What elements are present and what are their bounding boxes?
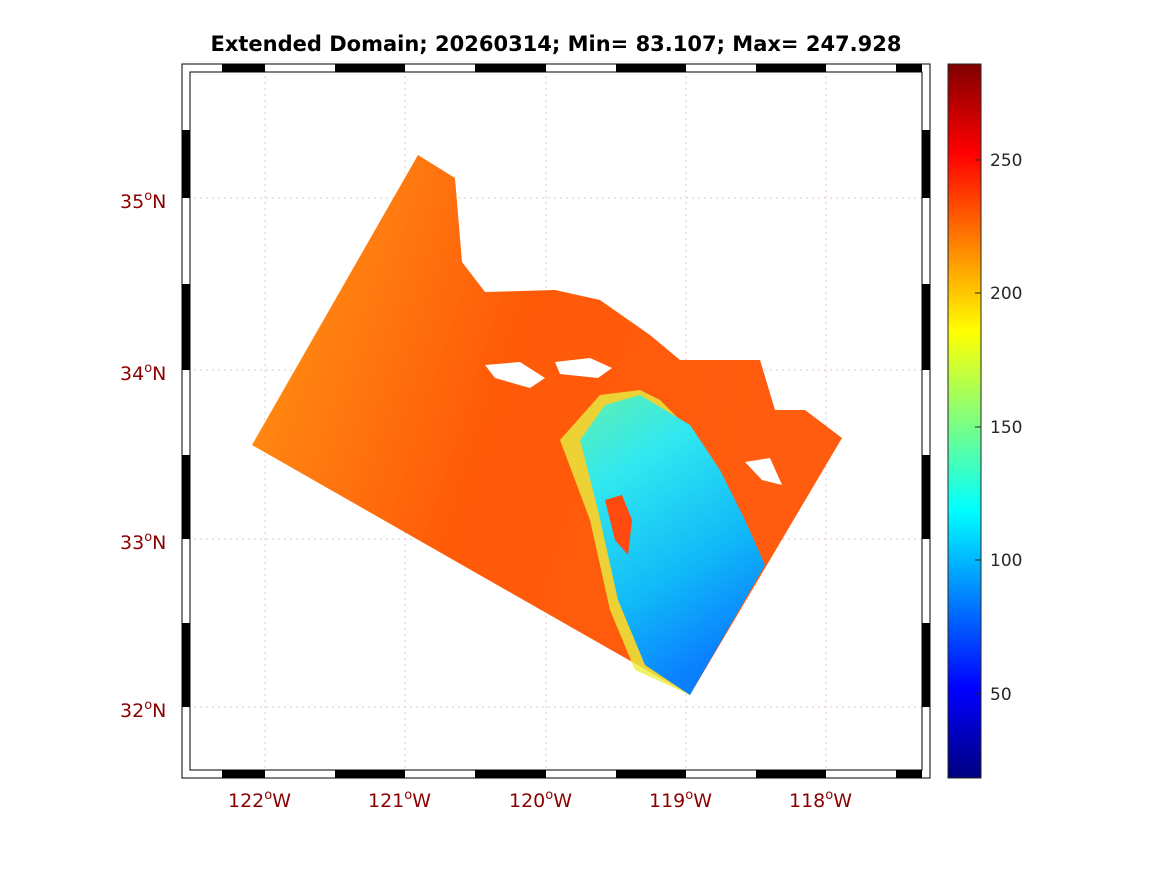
colorbar: 50 100 150 200 250 bbox=[947, 63, 1022, 779]
lat-label: 33oN bbox=[120, 530, 166, 554]
colorbar-tick-label: 200 bbox=[990, 284, 1022, 304]
lon-label: 121oW bbox=[368, 788, 431, 812]
colorbar-tick-label: 250 bbox=[990, 151, 1022, 171]
lat-labels: 35oN 34oN 33oN 32oN bbox=[120, 189, 166, 722]
island-hole bbox=[745, 458, 782, 485]
lon-label: 120oW bbox=[509, 788, 572, 812]
plot-title: Extended Domain; 20260314; Min= 83.107; … bbox=[210, 32, 902, 56]
lon-label: 119oW bbox=[649, 788, 712, 812]
colorbar-tick-label: 150 bbox=[990, 418, 1022, 438]
lat-label: 34oN bbox=[120, 361, 166, 385]
lon-label: 118oW bbox=[789, 788, 852, 812]
swath-cool-region bbox=[580, 395, 765, 695]
data-swath bbox=[252, 155, 842, 695]
swath-warm-eddy bbox=[605, 495, 632, 555]
map-frame bbox=[181, 63, 931, 779]
colorbar-tick-label: 50 bbox=[990, 685, 1012, 705]
lat-label: 35oN bbox=[120, 189, 166, 213]
lat-label: 32oN bbox=[120, 698, 166, 722]
lon-label: 122oW bbox=[228, 788, 291, 812]
lon-labels: 122oW 121oW 120oW 119oW 118oW bbox=[228, 788, 852, 812]
island-hole bbox=[485, 362, 545, 388]
island-hole bbox=[555, 358, 612, 378]
colorbar-tick-label: 100 bbox=[990, 551, 1022, 571]
swath-main bbox=[252, 155, 842, 695]
